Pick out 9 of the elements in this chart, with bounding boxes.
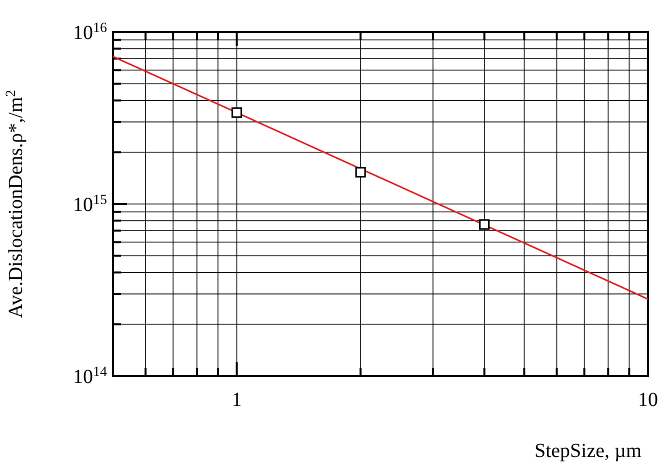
x-tick-label: 10 xyxy=(638,389,658,411)
y-tick-label: 10$^{16}$ xyxy=(73,20,107,44)
y-tick-label: 10$^{15}$ xyxy=(73,192,107,216)
x-tick-label: 1 xyxy=(232,389,242,411)
point xyxy=(231,107,242,118)
y-tick-label: 10$^{14}$ xyxy=(73,364,107,388)
x-axis-title: StepSize, µm xyxy=(534,440,642,462)
point xyxy=(479,219,490,230)
point xyxy=(355,166,366,178)
